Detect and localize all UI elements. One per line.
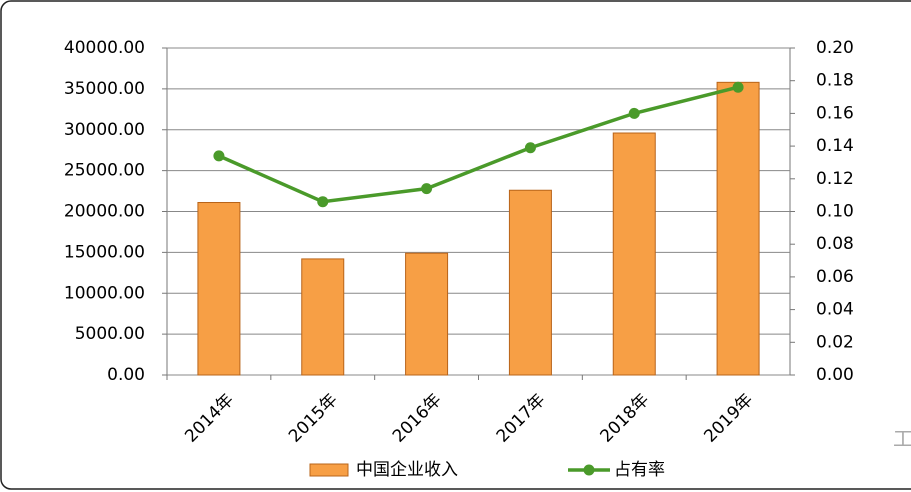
bar [405,252,449,376]
y2-tick-label: 0.18 [816,71,854,91]
bar [716,81,760,376]
y2-tick-label: 0.14 [816,136,854,156]
y-tick-label: 10000.00 [64,283,145,303]
legend-swatch [309,463,349,477]
line-point [524,142,536,154]
bar [301,258,345,376]
y2-tick-label: 0.04 [816,300,854,320]
legend-label: 中国企业收入 [356,460,458,480]
legend-dot [583,464,595,476]
line [218,85,739,204]
bar [508,189,552,376]
y2-tick-label: 0.16 [816,103,854,123]
y-tick-label: 15000.00 [64,242,145,262]
y-tick-label: 0.00 [107,365,145,385]
line-point [213,150,225,162]
y-tick-label: 35000.00 [64,79,145,99]
y-tick-label: 25000.00 [64,161,145,181]
y2-tick-label: 0.00 [816,365,854,385]
y-tick-label: 5000.00 [75,324,145,344]
y-tick-label: 40000.00 [64,38,145,58]
watermark: 工 [893,427,911,451]
bar [197,202,241,376]
line-point [732,81,744,93]
y2-tick-label: 0.20 [816,38,854,58]
y-tick-label: 30000.00 [64,120,145,140]
y2-tick-label: 0.02 [816,332,854,352]
y2-tick-label: 0.06 [816,267,854,287]
y-tick-label: 20000.00 [64,202,145,222]
bar [612,132,656,376]
y2-tick-label: 0.08 [816,234,854,254]
line-point [421,183,433,195]
line-point [628,107,640,119]
y2-tick-label: 0.10 [816,202,854,222]
line-point [317,196,329,208]
y2-tick-label: 0.12 [816,169,854,189]
legend-label: 占有率 [614,460,665,480]
